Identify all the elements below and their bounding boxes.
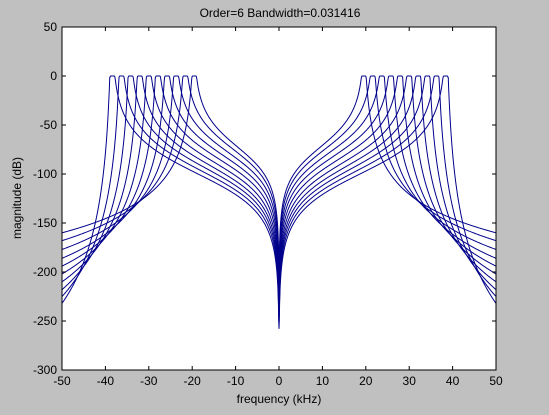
y-tick-label: 0 [50, 69, 57, 83]
x-tick-label: 0 [276, 374, 283, 388]
y-tick-label: -250 [33, 314, 57, 328]
x-tick-label: 20 [359, 374, 373, 388]
x-tick-label: 30 [403, 374, 417, 388]
y-tick-label: -50 [40, 118, 58, 132]
chart-title: Order=6 Bandwidth=0.031416 [200, 6, 361, 20]
y-tick-label: -200 [33, 265, 57, 279]
y-axis-label: magnitude (dB) [10, 157, 24, 239]
x-tick-label: -40 [97, 374, 115, 388]
x-tick-label: -20 [184, 374, 202, 388]
y-tick-label: 50 [44, 20, 58, 34]
y-tick-label: -150 [33, 216, 57, 230]
y-tick-label: -100 [33, 167, 57, 181]
x-tick-label: -10 [227, 374, 245, 388]
x-tick-label: -30 [140, 374, 158, 388]
y-tick-label: -300 [33, 363, 57, 377]
x-tick-label: 10 [316, 374, 330, 388]
x-tick-label: 50 [489, 374, 503, 388]
x-axis-label: frequency (kHz) [237, 392, 322, 406]
x-tick-label: 40 [446, 374, 460, 388]
